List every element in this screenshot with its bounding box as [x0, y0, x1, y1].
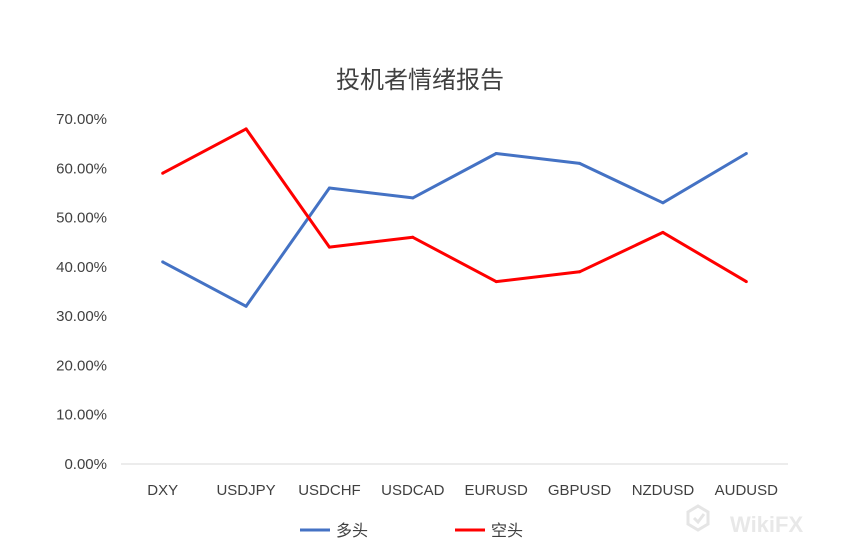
- x-tick-label: USDCHF: [298, 482, 361, 499]
- y-tick-label: 50.00%: [56, 210, 107, 227]
- series-lines: [161, 127, 748, 308]
- data-point: [327, 186, 331, 190]
- data-point: [744, 152, 748, 155]
- legend-label: 多头: [336, 521, 368, 540]
- data-point: [327, 245, 331, 249]
- x-tick-label: DXY: [147, 482, 178, 499]
- data-point: [744, 280, 748, 284]
- x-tick-label: USDCAD: [381, 482, 445, 499]
- watermark-text: WikiFX: [730, 512, 803, 537]
- x-tick-label: USDJPY: [216, 482, 275, 499]
- y-tick-label: 20.00%: [56, 357, 107, 374]
- y-tick-label: 60.00%: [56, 160, 107, 177]
- data-point: [161, 260, 165, 264]
- y-tick-label: 10.00%: [56, 407, 107, 424]
- data-point: [578, 161, 582, 165]
- series-line-1: [161, 127, 748, 284]
- data-point: [244, 304, 248, 308]
- series-line-0: [161, 152, 748, 308]
- data-point: [661, 230, 665, 234]
- x-tick-label: GBPUSD: [548, 482, 612, 499]
- data-point: [661, 201, 665, 205]
- y-tick-label: 40.00%: [56, 259, 107, 276]
- x-tick-label: EURUSD: [465, 482, 529, 499]
- data-point: [494, 152, 498, 155]
- y-axis-ticks: 0.00% 10.00% 20.00% 30.00% 40.00% 50.00% 60.00…: [56, 111, 107, 473]
- x-tick-label: AUDUSD: [715, 482, 779, 499]
- chart-title: 投机者情绪报告: [336, 66, 504, 94]
- data-point: [578, 270, 582, 274]
- y-tick-label: 0.00%: [64, 456, 107, 473]
- watermark: WikiFX: [686, 504, 803, 537]
- data-point: [244, 127, 248, 131]
- y-tick-label: 30.00%: [56, 308, 107, 325]
- data-point: [411, 235, 415, 239]
- y-tick-label: 70.00%: [56, 111, 107, 128]
- data-point: [494, 280, 498, 284]
- data-point: [161, 171, 165, 175]
- data-point: [411, 196, 415, 200]
- legend: 多头 空头: [300, 521, 523, 540]
- x-tick-label: NZDUSD: [632, 482, 695, 499]
- legend-label: 空头: [491, 521, 523, 540]
- wikifx-logo-icon: [686, 504, 710, 532]
- x-axis-ticks: DXY USDJPY USDCHF USDCAD EURUSD GBPUSD NZDUSD A…: [147, 482, 778, 499]
